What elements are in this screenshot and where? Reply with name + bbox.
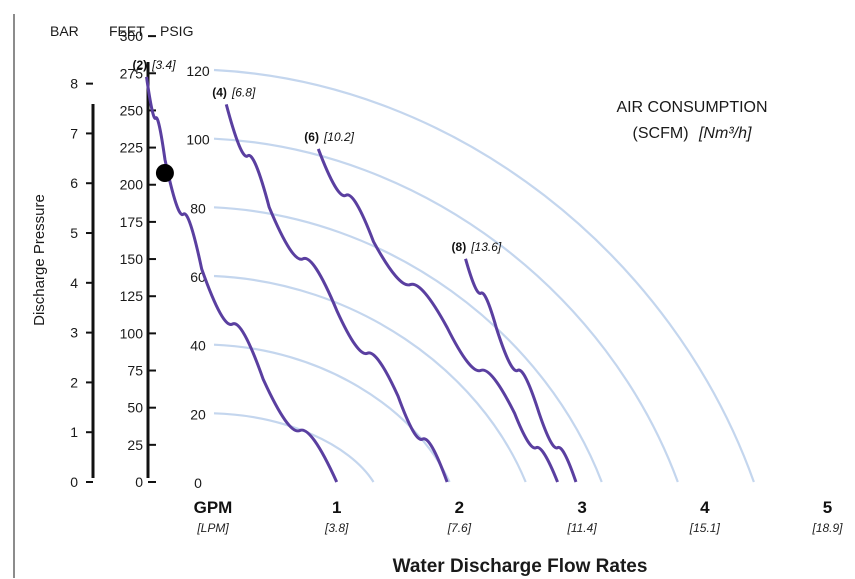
bar-tick-label: 4	[70, 275, 78, 291]
x-tick-lpm: [15.1]	[689, 521, 721, 535]
feet-tick-label: 275	[120, 65, 144, 81]
feet-tick-label: 0	[135, 474, 143, 490]
series-line	[224, 103, 449, 483]
feet-tick-label: 250	[120, 102, 144, 118]
feet-tick-label: 125	[120, 288, 144, 304]
air-consumption-units: (SCFM) [Nm³/h]	[633, 125, 752, 142]
reference-curve	[213, 68, 755, 483]
series-line	[316, 148, 559, 483]
feet-axis-title: FEET	[109, 23, 145, 39]
x-tick-gpm: 3	[577, 498, 586, 517]
series-label: (8) [13.6]	[452, 240, 502, 254]
reference-curve	[213, 206, 603, 483]
air-consumption-units-metric: [Nm³/h]	[698, 125, 752, 142]
series-label: (6) [10.2]	[304, 130, 354, 144]
marked-point	[155, 164, 174, 182]
y-axis-title: Discharge Pressure	[31, 194, 48, 326]
x-axis-title: Water Discharge Flow Rates	[393, 556, 648, 577]
psig-axis-title: PSIG	[160, 23, 193, 39]
feet-tick-label: 150	[120, 251, 144, 267]
bar-tick-label: 3	[70, 325, 78, 341]
psig-tick-label: 100	[186, 132, 210, 148]
feet-tick-label: 175	[120, 214, 144, 230]
series-metric: [10.2]	[323, 130, 355, 144]
bar-axis-title: BAR	[50, 23, 79, 39]
x-tick-lpm: [3.8]	[324, 521, 349, 535]
x-tick-gpm: 5	[823, 498, 832, 517]
psig-tick-label: 120	[186, 63, 210, 79]
series-metric: [3.4]	[151, 58, 176, 72]
feet-tick-label: 200	[120, 177, 144, 193]
bar-tick-label: 1	[70, 424, 78, 440]
feet-tick-label: 300	[120, 28, 144, 44]
series-label: (4) [6.8]	[212, 85, 256, 99]
psig-tick-label: 80	[190, 200, 206, 216]
reference-curve	[213, 274, 527, 483]
psig-tick-label: 40	[190, 338, 206, 354]
x-tick-gpm: 4	[700, 498, 710, 517]
series-label: (2) [3.4]	[133, 58, 177, 72]
feet-tick-label: 50	[127, 400, 143, 416]
x-tick-gpm: 2	[455, 498, 464, 517]
bar-tick-label: 8	[70, 76, 78, 92]
reference-curve	[213, 412, 375, 483]
x-unit-gpm: GPM	[194, 498, 233, 517]
x-tick-gpm: 1	[332, 498, 341, 517]
bar-tick-label: 6	[70, 175, 78, 191]
bar-tick-label: 7	[70, 125, 78, 141]
reference-curve	[213, 343, 451, 483]
series-line	[464, 258, 578, 483]
feet-tick-label: 100	[120, 325, 144, 341]
series-name: (4)	[212, 85, 227, 99]
series-metric: [13.6]	[470, 240, 502, 254]
x-tick-lpm: [7.6]	[447, 521, 472, 535]
feet-tick-label: 225	[120, 140, 144, 156]
air-consumption-units-scfm: (SCFM)	[633, 125, 689, 142]
reference-curve	[213, 137, 679, 483]
bar-tick-label: 0	[70, 474, 78, 490]
bar-tick-label: 5	[70, 225, 78, 241]
x-tick-lpm: [11.4]	[567, 521, 598, 535]
bar-tick-label: 2	[70, 374, 78, 390]
psig-tick-label: 20	[190, 406, 206, 422]
series-line	[145, 76, 339, 483]
x-unit-lpm: [LPM]	[196, 521, 229, 535]
series-name: (8)	[452, 240, 467, 254]
psig-tick-label: 0	[194, 475, 202, 491]
air-consumption-title: AIR CONSUMPTION	[616, 99, 767, 116]
x-tick-lpm: [18.9]	[811, 521, 843, 535]
series-name: (6)	[304, 130, 319, 144]
feet-tick-label: 25	[127, 437, 143, 453]
feet-tick-label: 75	[127, 363, 143, 379]
series-metric: [6.8]	[231, 85, 256, 99]
series-name: (2)	[133, 58, 148, 72]
